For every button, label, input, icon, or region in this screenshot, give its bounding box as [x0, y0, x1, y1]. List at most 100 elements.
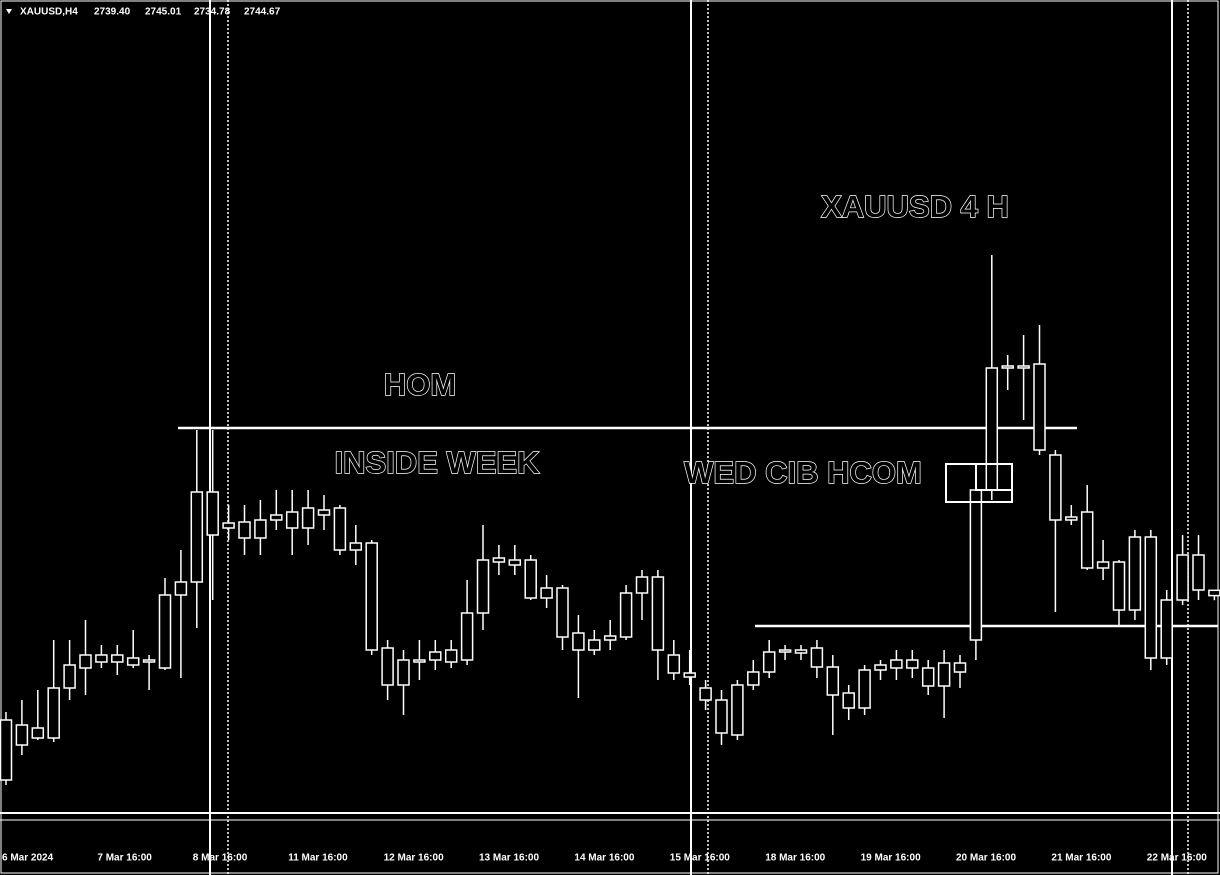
menu-arrow — [6, 9, 12, 14]
chart-title: XAUUSD 4 H — [821, 189, 1009, 224]
candle-body — [778, 649, 792, 653]
candle-body — [206, 491, 219, 536]
candle-body — [874, 664, 887, 671]
low-label: 2734.78 — [194, 7, 231, 18]
candle-body — [444, 649, 458, 663]
high-label: 2745.01 — [145, 7, 182, 18]
close-label: 2744.67 — [244, 7, 281, 18]
candle-body — [651, 576, 665, 651]
candle-body — [222, 522, 235, 529]
candle-body — [1160, 599, 1173, 659]
candle-body — [921, 667, 935, 687]
candle-body — [1128, 536, 1142, 611]
candle-body — [1192, 554, 1205, 591]
zone-box — [975, 463, 1013, 491]
candle-body — [1208, 589, 1220, 597]
candle-body — [635, 576, 649, 594]
candle-body — [285, 511, 299, 529]
candle-body — [381, 647, 394, 686]
candle-body — [572, 632, 585, 651]
x-tick-label: 22 Mar 16:00 — [1147, 853, 1207, 864]
candle-body — [540, 587, 553, 599]
candle-body — [588, 639, 601, 651]
candle-body — [619, 592, 633, 638]
candle-body — [1144, 536, 1158, 659]
candle-body — [270, 514, 283, 521]
candle-body — [15, 724, 29, 746]
candle-body — [1017, 365, 1030, 369]
candle-body — [826, 666, 840, 696]
candle-body — [762, 651, 776, 673]
candle-body — [858, 669, 871, 709]
candle-body — [715, 699, 728, 734]
candle-body — [47, 687, 60, 739]
candle-body — [1049, 454, 1062, 521]
annotation: INSIDE WEEK — [335, 445, 541, 480]
candle-body — [1065, 516, 1078, 521]
candle-body — [1176, 554, 1189, 601]
candle-body — [142, 659, 156, 663]
x-tick-label: 8 Mar 16:00 — [193, 853, 248, 864]
candle-body — [556, 587, 569, 638]
annotation: WED CIB HCOM — [684, 455, 922, 490]
annotation: HOM — [384, 367, 456, 402]
candle-body — [842, 692, 855, 709]
candle-body — [301, 507, 315, 529]
candle-body — [969, 489, 983, 641]
x-tick-label: 14 Mar 16:00 — [574, 853, 634, 864]
candle-body — [0, 719, 13, 781]
candle-body — [365, 542, 378, 651]
candle-body — [397, 659, 410, 686]
candle-body — [492, 557, 506, 563]
candle-body — [158, 594, 172, 669]
x-tick-label: 20 Mar 16:00 — [956, 853, 1016, 864]
candle-body — [794, 649, 808, 654]
candle-body — [429, 651, 442, 661]
candle-body — [747, 671, 760, 686]
candle-body — [413, 659, 426, 663]
plot — [0, 255, 1220, 785]
x-tick-label: 13 Mar 16:00 — [479, 853, 539, 864]
open-label: 2739.40 — [94, 7, 131, 18]
x-tick-label: 11 Mar 16:00 — [288, 853, 348, 864]
candle-body — [190, 491, 204, 583]
candle-body — [906, 659, 919, 669]
x-tick-label: 7 Mar 16:00 — [97, 853, 152, 864]
candle-body — [953, 662, 967, 673]
candle-body — [63, 664, 76, 689]
candle-body — [937, 662, 951, 687]
candle-body — [174, 581, 188, 596]
candle-body — [699, 687, 712, 701]
candle-body — [603, 635, 617, 641]
candle-body — [254, 519, 267, 539]
candle-body — [667, 654, 681, 674]
x-tick-label: 12 Mar 16:00 — [384, 853, 444, 864]
candle-body — [460, 612, 474, 661]
candle-body — [985, 367, 999, 491]
candle-body — [1080, 511, 1094, 569]
candle-body — [1096, 561, 1110, 569]
candle-body — [683, 672, 696, 678]
x-tick-label: 21 Mar 16:00 — [1051, 853, 1111, 864]
candle-body — [333, 507, 347, 551]
x-tick-label: 19 Mar 16:00 — [861, 853, 921, 864]
candle-body — [126, 657, 140, 666]
candle-body — [731, 684, 744, 736]
candle-body — [508, 559, 522, 566]
candle-body — [1112, 561, 1126, 611]
candle-body — [349, 542, 363, 551]
symbol: XAUUSD,H4 — [20, 7, 78, 18]
candle-body — [1033, 363, 1046, 451]
candle-body — [95, 654, 108, 663]
candle-body — [111, 654, 124, 663]
candle-body — [810, 647, 824, 668]
candle-body — [317, 509, 331, 516]
candle-body — [1001, 365, 1014, 369]
candle-body — [476, 559, 490, 614]
x-tick-label: 18 Mar 16:00 — [765, 853, 825, 864]
x-tick-label: 6 Mar 2024 — [2, 853, 54, 864]
x-tick-label: 15 Mar 16:00 — [670, 853, 730, 864]
